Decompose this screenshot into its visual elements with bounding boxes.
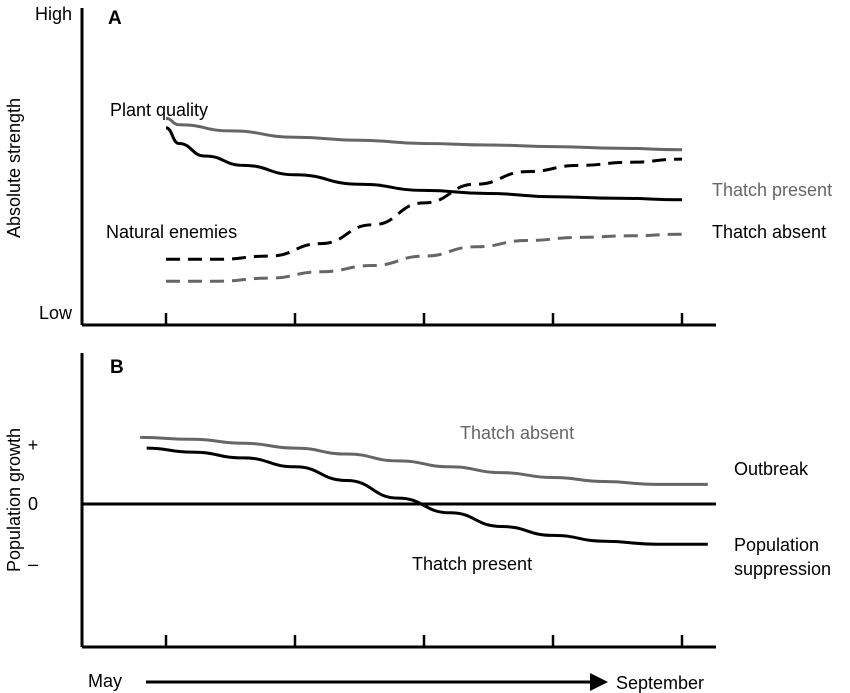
panel-b-series-thatch-absent bbox=[140, 435, 708, 486]
panel-a-low-tick-label: Low bbox=[39, 303, 73, 323]
panel-b-series-thatch-present bbox=[146, 446, 708, 546]
panel-a-series bbox=[165, 116, 683, 283]
x-start-label: May bbox=[88, 671, 122, 691]
outbreak-label: Outbreak bbox=[734, 459, 809, 479]
panel-a-thatch-present-label: Thatch present bbox=[712, 180, 832, 200]
panel-b-series bbox=[140, 435, 708, 546]
panel-a-high-tick-label: High bbox=[35, 4, 72, 24]
population-suppression-label-line1: Population bbox=[734, 535, 819, 555]
panel-b-thatch-present-label: Thatch present bbox=[412, 554, 532, 574]
panel-a-series-natural-enemies-thatch-present bbox=[166, 157, 683, 261]
panel-b-thatch-absent-label: Thatch absent bbox=[460, 423, 574, 443]
panel-b-x-ticks bbox=[164, 635, 684, 647]
panel-a-y-axis-label: Absolute strength bbox=[4, 98, 24, 238]
time-arrow-head bbox=[590, 673, 608, 691]
population-suppression-label-line2: suppression bbox=[734, 559, 831, 579]
natural-enemies-label: Natural enemies bbox=[106, 222, 237, 242]
panel-b-minus-tick-label: – bbox=[28, 554, 38, 574]
panel-a-x-ticks bbox=[164, 313, 684, 325]
panel-b-y-axis-label: Population growth bbox=[4, 428, 24, 572]
panel-a-thatch-absent-label: Thatch absent bbox=[712, 222, 826, 242]
panel-a-series-plant-quality-thatch-absent bbox=[165, 126, 683, 202]
plant-quality-label: Plant quality bbox=[110, 100, 208, 120]
panel-a-letter: A bbox=[108, 8, 122, 29]
panel-b-letter: B bbox=[110, 357, 124, 378]
panel-b-plus-tick-label: + bbox=[28, 435, 39, 455]
panel-b-zero-tick-label: 0 bbox=[28, 494, 38, 514]
panel-a-series-plant-quality-thatch-present bbox=[165, 116, 683, 152]
x-end-label: September bbox=[616, 673, 704, 693]
